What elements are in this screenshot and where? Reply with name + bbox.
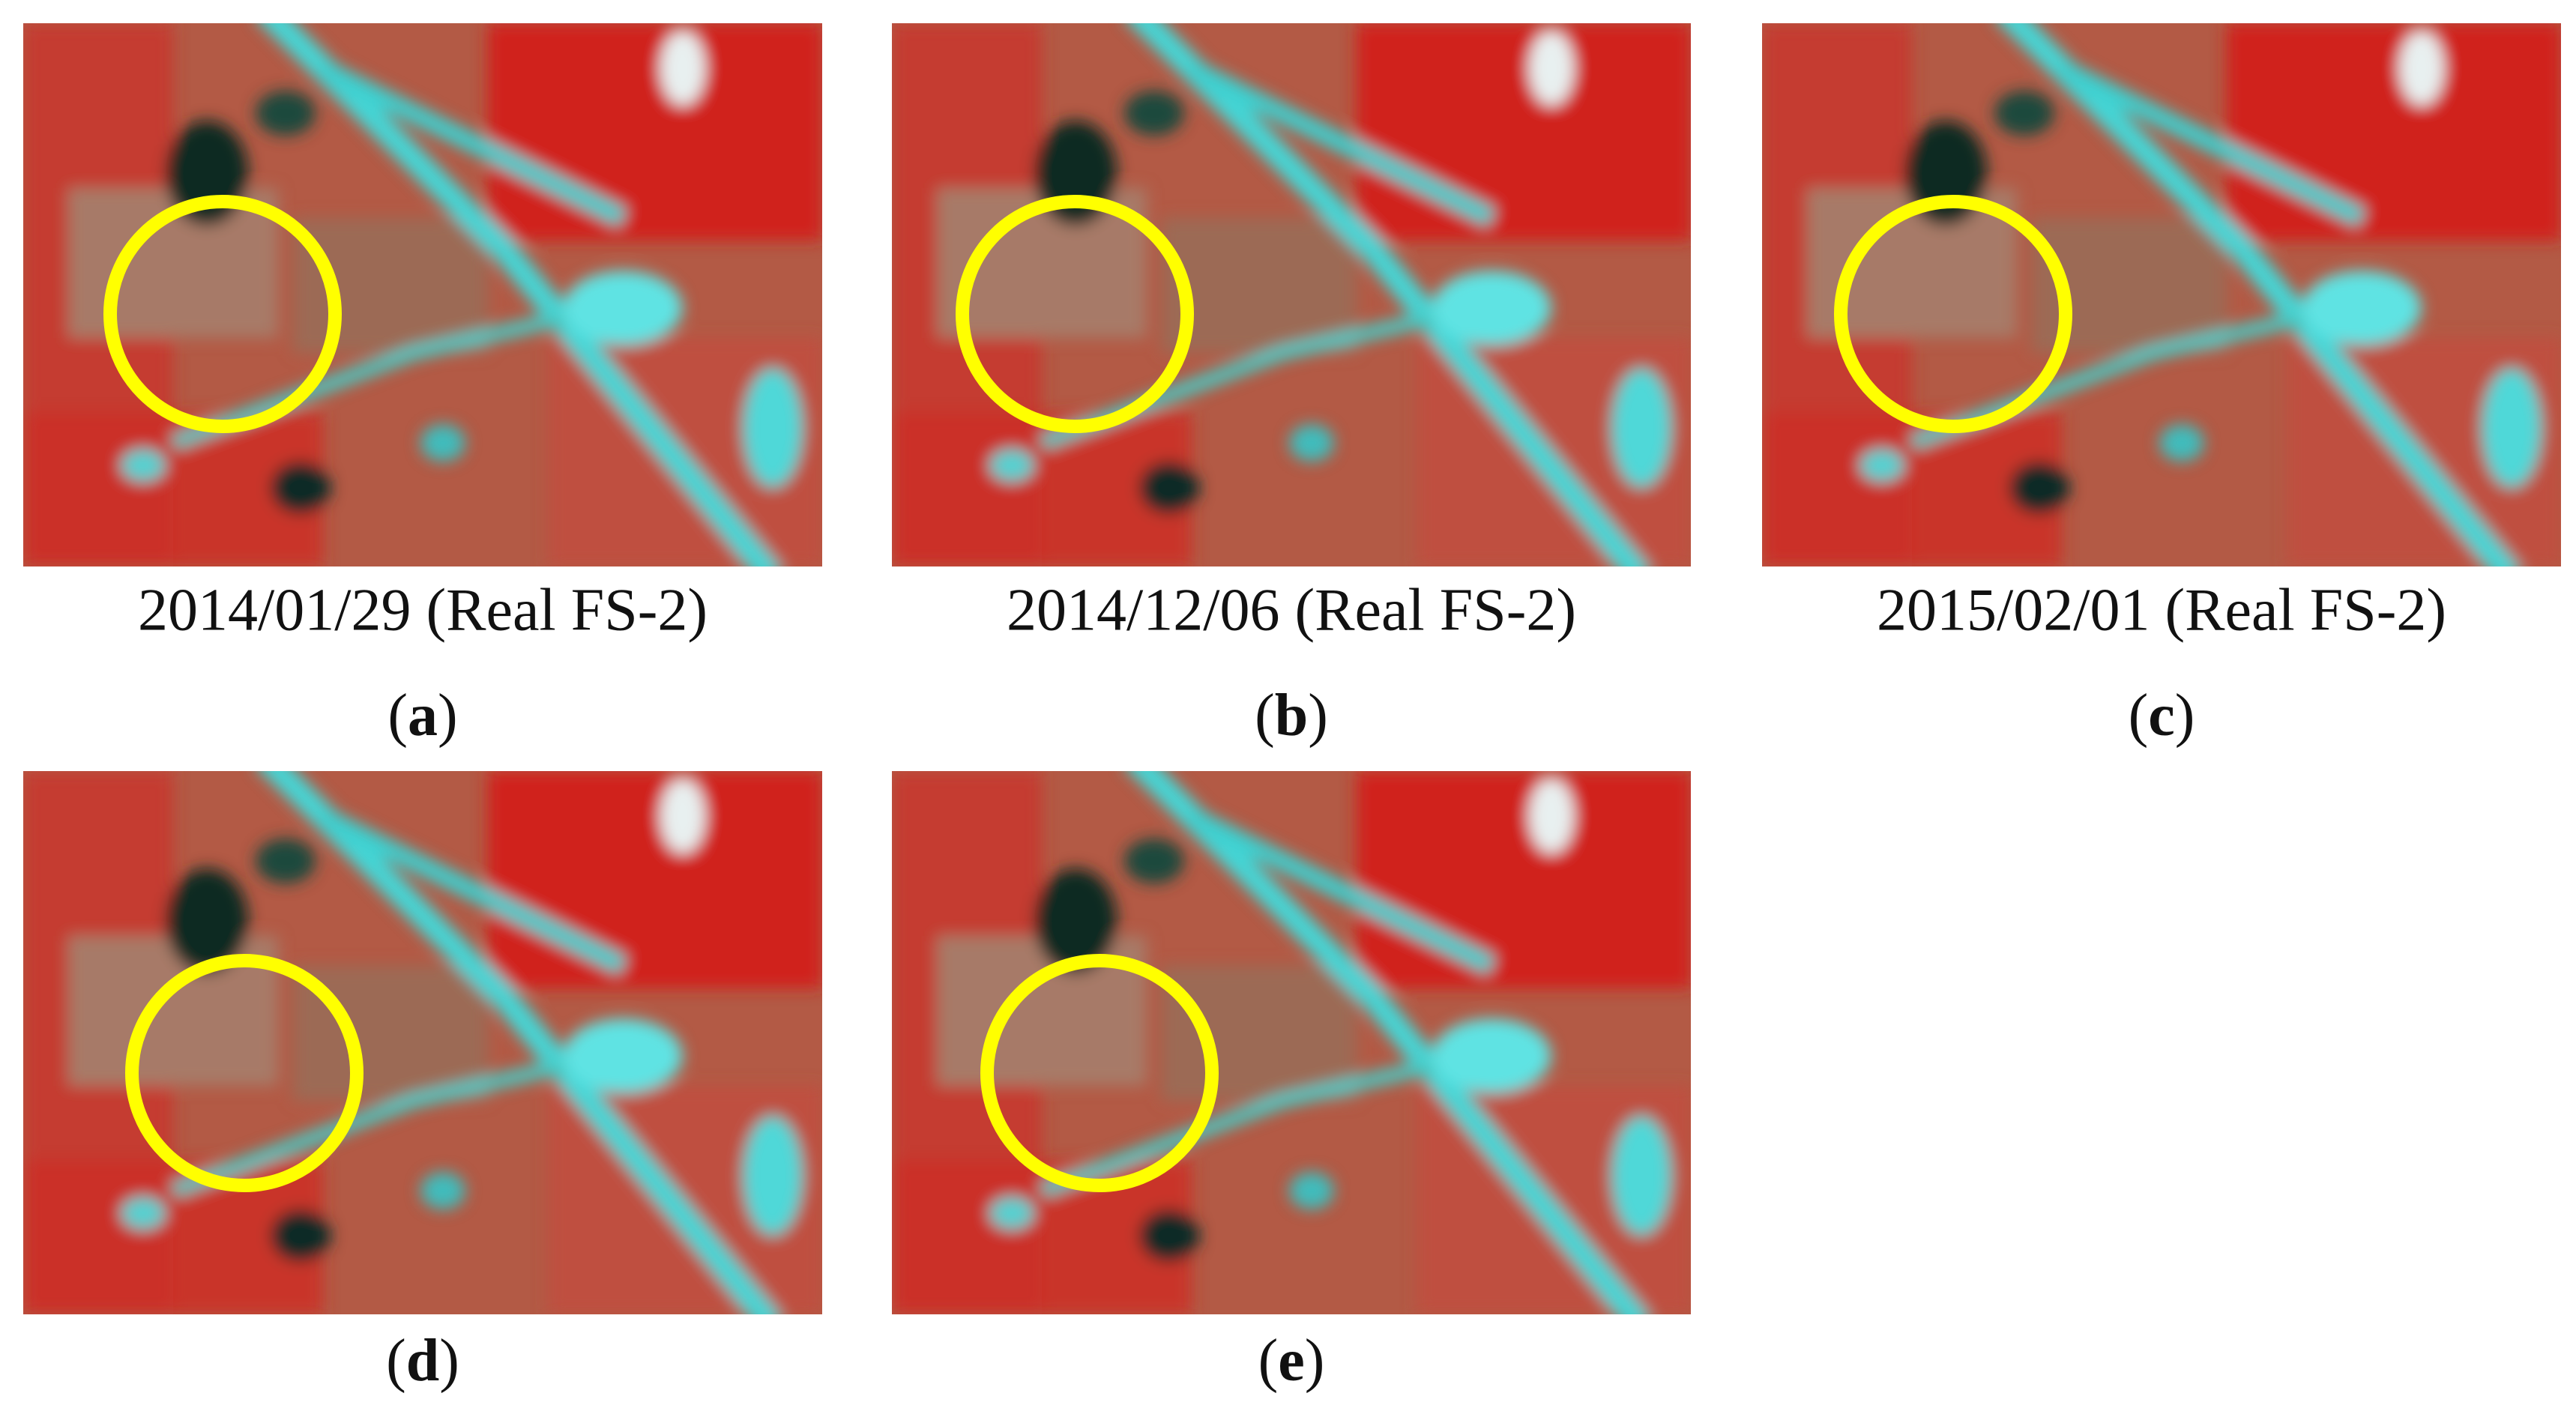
panel-label-part: ( <box>386 1328 406 1394</box>
satellite-image <box>23 8 822 578</box>
panel-label-part: ) <box>439 1328 459 1394</box>
highlight-circle <box>1834 195 2072 433</box>
panel-label-part: ( <box>2129 683 2149 749</box>
panel-image <box>23 8 822 578</box>
panel-label: (a) <box>387 683 457 749</box>
panel-caption: 2015/02/01 (Real FS-2) <box>1877 577 2446 643</box>
highlight-circle <box>125 954 364 1192</box>
satellite-image <box>892 756 1691 1326</box>
panel-label-part: d <box>406 1328 440 1394</box>
panel-label-part: ) <box>438 683 458 749</box>
panel-caption: 2014/12/06 (Real FS-2) <box>1007 577 1576 643</box>
panel-label-part: ) <box>2175 683 2195 749</box>
panel-label: (b) <box>1255 683 1328 749</box>
panel-image <box>892 756 1691 1326</box>
panel-label-part: e <box>1278 1328 1305 1394</box>
panel-image <box>23 756 822 1326</box>
panel-label-part: ( <box>1255 683 1275 749</box>
panel-label-part: ) <box>1308 683 1328 749</box>
panel-image <box>1762 8 2561 578</box>
highlight-circle <box>956 195 1194 433</box>
satellite-image <box>1762 8 2561 578</box>
panel-label-part: a <box>408 683 438 749</box>
panel-image <box>892 8 1691 578</box>
panel-label: (d) <box>386 1328 459 1394</box>
panel-label: (c) <box>2129 683 2195 749</box>
panel-label-part: b <box>1275 683 1309 749</box>
panel-label-part: ( <box>1258 1328 1279 1394</box>
highlight-circle <box>103 195 342 433</box>
panel-caption: 2014/01/29 (Real FS-2) <box>138 577 708 643</box>
highlight-circle <box>980 954 1219 1192</box>
satellite-image <box>892 8 1691 578</box>
panel-label-part: ) <box>1305 1328 1325 1394</box>
panel-label-part: ( <box>387 683 408 749</box>
panel-label: (e) <box>1258 1328 1325 1394</box>
panel-label-part: c <box>2148 683 2175 749</box>
